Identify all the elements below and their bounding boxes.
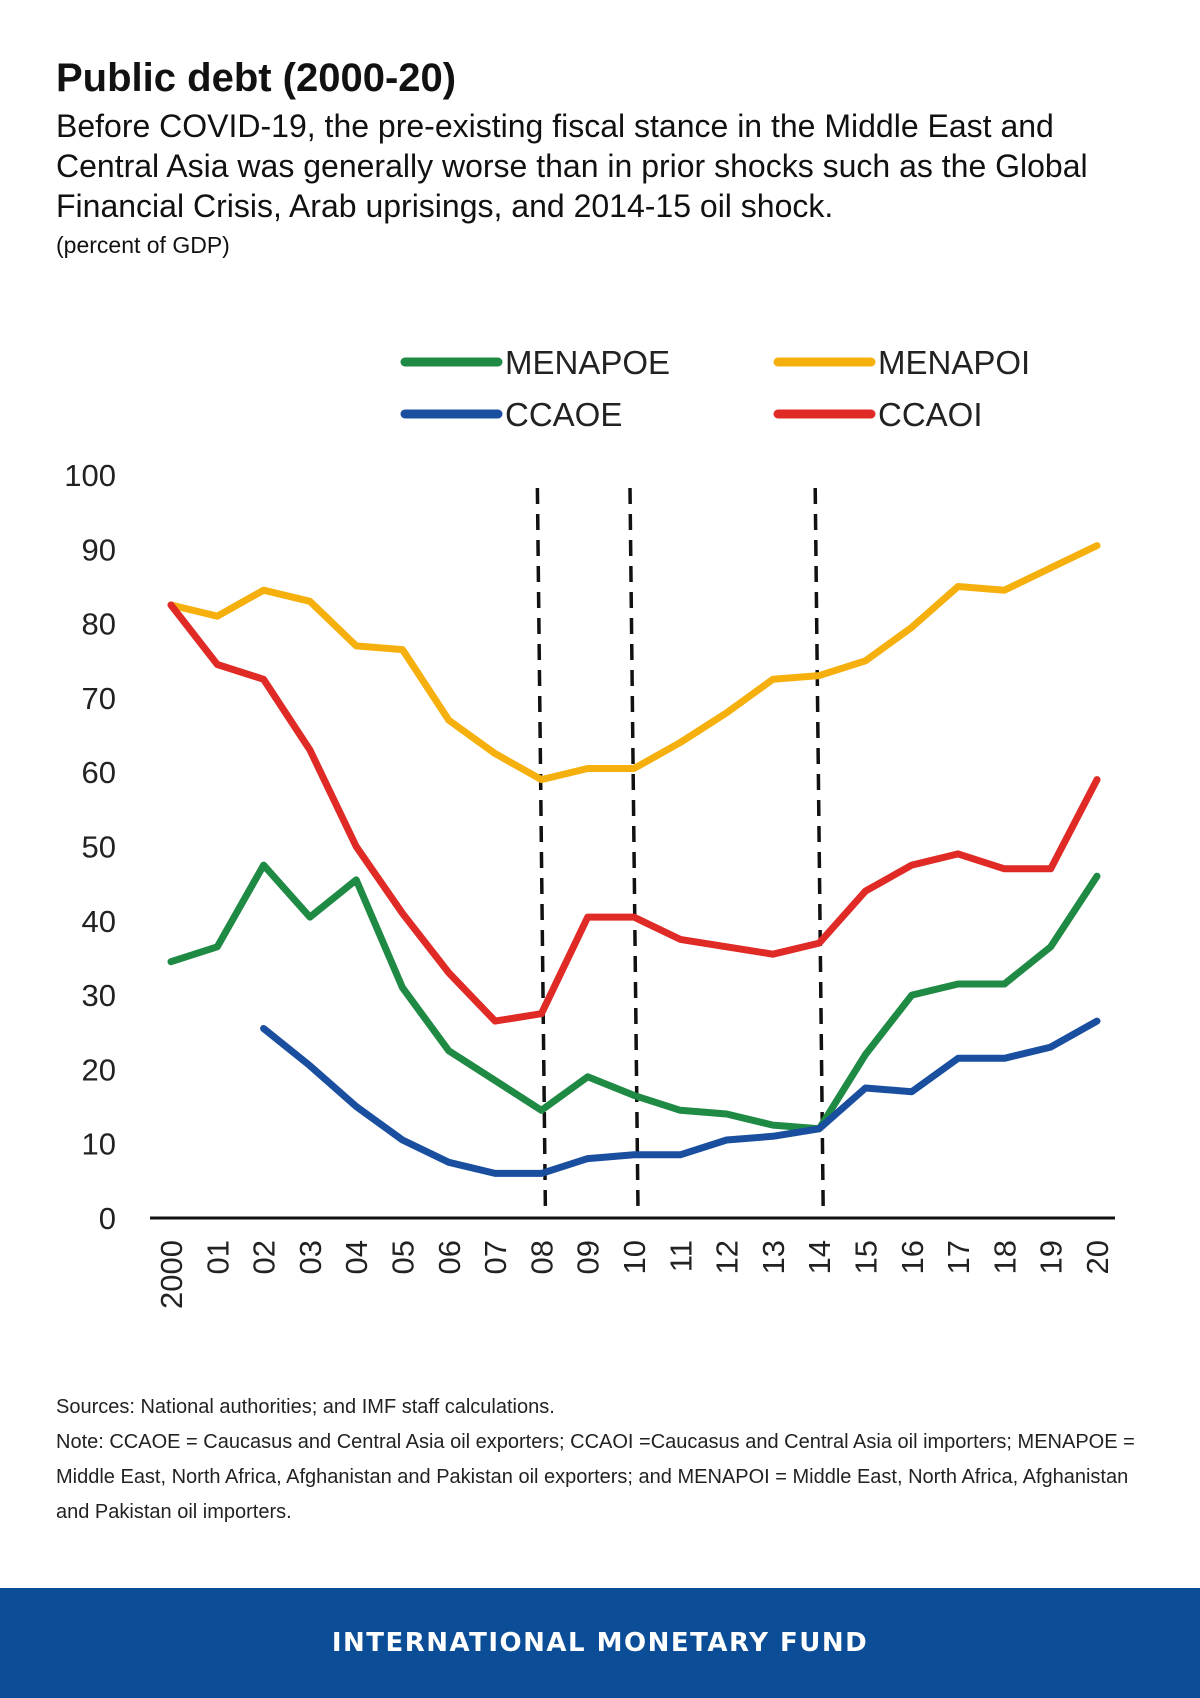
y-tick-label: 20 [82,1052,116,1087]
x-tick-label: 10 [617,1240,652,1274]
x-tick-label: 19 [1034,1240,1069,1274]
event-dashed-line [535,487,548,1211]
chart-subtitle: Before COVID-19, the pre-existing fiscal… [56,108,1088,224]
sources-note: Sources: National authorities; and IMF s… [56,1396,555,1418]
legend-label-menapoe: MENAPOE [505,344,670,381]
y-tick-label: 60 [82,755,116,790]
x-tick-label: 04 [339,1240,374,1274]
x-tick-label: 13 [756,1240,791,1274]
x-tick-label: 14 [802,1240,837,1274]
definitions-note: Note: CCAOE = Caucasus and Central Asia … [56,1431,1135,1523]
x-tick-label: 12 [710,1240,745,1274]
legend-label-ccaoi: CCAOI [878,396,983,433]
x-tick-label: 15 [849,1240,884,1274]
x-tick-label: 05 [386,1240,421,1274]
x-tick-label: 16 [895,1240,930,1274]
x-tick-label: 17 [941,1240,976,1274]
x-tick-label: 2000 [154,1240,189,1309]
x-tick-label: 08 [524,1240,559,1274]
x-tick-label: 06 [432,1240,467,1274]
brand-bar: INTERNATIONAL MONETARY FUND [0,1588,1200,1698]
y-tick-label: 0 [99,1201,116,1236]
x-tick-label: 01 [200,1240,235,1274]
y-tick-label: 80 [82,607,116,642]
x-tick-label: 09 [571,1240,606,1274]
y-tick-label: 70 [82,681,116,716]
x-tick-label: 07 [478,1240,513,1274]
series-line-menapoi [167,542,1101,784]
y-tick-label: 90 [82,532,116,567]
y-tick-label: 10 [82,1127,116,1162]
footer-notes: Sources: National authorities; and IMF s… [56,1390,1156,1530]
series-line-ccaoe [260,1017,1101,1177]
chart-title: Public debt (2000-20) [56,56,457,100]
x-tick-label: 11 [663,1240,698,1272]
legend-label-menapoi: MENAPOI [878,344,1030,381]
legend-label-ccaoe: CCAOE [505,396,622,433]
series-line-menapoe [167,861,1101,1133]
chart-units: (percent of GDP) [56,232,230,258]
public-debt-line-chart: 0 10 20 30 40 50 60 70 80 90 100 2000 01 02 03 04 05 06 07… [64,344,1115,1309]
chart-header: Public debt (2000-20) Before COVID-19, t… [56,52,1156,260]
x-tick-label: 18 [987,1240,1022,1274]
x-tick-label: 03 [293,1240,328,1274]
series-line-ccaoi [167,601,1101,1025]
event-dashed-line [813,487,825,1211]
x-tick-label: 20 [1080,1240,1115,1274]
event-dashed-line [628,487,640,1211]
brand-name: INTERNATIONAL MONETARY FUND [331,1628,869,1658]
y-tick-label: 30 [82,978,116,1013]
y-tick-label: 50 [82,830,116,865]
x-tick-label: 02 [247,1240,282,1274]
y-tick-label: 100 [64,458,116,493]
y-tick-label: 40 [82,904,116,939]
